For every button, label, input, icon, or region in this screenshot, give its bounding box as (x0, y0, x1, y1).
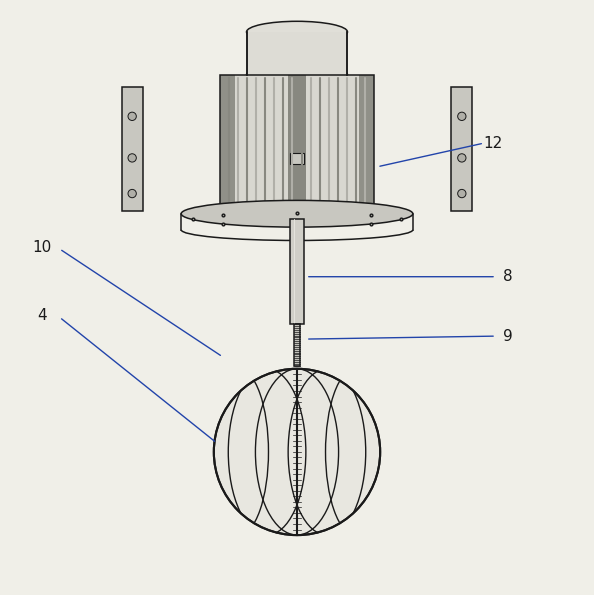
Bar (290, 153, 304, 164)
Text: 9: 9 (503, 328, 513, 343)
Ellipse shape (247, 21, 347, 43)
Ellipse shape (181, 201, 413, 227)
Bar (220, 75, 374, 217)
Circle shape (128, 189, 136, 198)
Circle shape (128, 112, 136, 121)
Text: 8: 8 (503, 269, 513, 284)
Bar (290, 219, 304, 324)
Bar (247, 32, 347, 86)
Circle shape (128, 154, 136, 162)
Circle shape (457, 154, 466, 162)
Text: 4: 4 (37, 308, 46, 323)
Bar (294, 324, 300, 366)
Text: 10: 10 (32, 240, 51, 255)
Ellipse shape (247, 64, 347, 86)
Bar (451, 87, 472, 211)
Text: 12: 12 (484, 136, 503, 151)
Circle shape (457, 112, 466, 121)
Bar (359, 75, 374, 217)
Bar (288, 75, 306, 217)
Bar (122, 87, 143, 211)
Circle shape (457, 189, 466, 198)
Circle shape (214, 369, 380, 535)
Bar (220, 75, 374, 217)
Bar (220, 75, 235, 217)
Bar (294, 324, 300, 366)
